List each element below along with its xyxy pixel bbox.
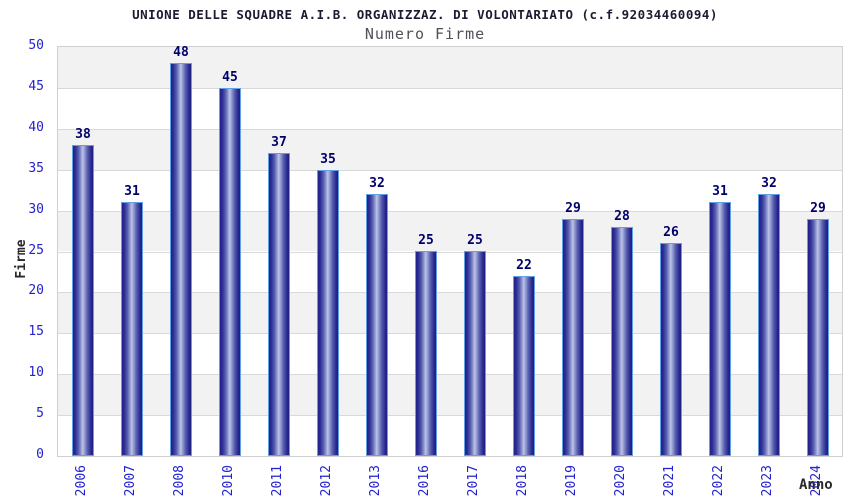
bar	[121, 202, 143, 456]
y-tick-label: 5	[36, 406, 44, 421]
bar-value-label: 25	[467, 233, 483, 248]
x-tick-label: 2016	[417, 465, 432, 497]
bar	[709, 202, 731, 456]
gridline	[58, 129, 842, 130]
bar	[366, 194, 388, 456]
y-tick-label: 10	[28, 365, 44, 380]
x-axis-title: Anno	[799, 477, 833, 493]
x-tick-label: 2019	[564, 465, 579, 497]
bar-value-label: 45	[222, 70, 238, 85]
chart-title: UNIONE DELLE SQUADRE A.I.B. ORGANIZZAZ. …	[132, 7, 718, 22]
y-tick-label: 0	[36, 447, 44, 462]
x-tick-label: 2023	[760, 465, 775, 497]
x-tick-label: 2012	[319, 465, 334, 497]
bar-value-label: 29	[565, 201, 581, 216]
y-tick-label: 45	[28, 79, 44, 94]
gridline	[58, 211, 842, 212]
gridline	[58, 292, 842, 293]
x-tick-label: 2018	[515, 465, 530, 497]
x-tick-label: 2010	[221, 465, 236, 497]
bar	[660, 243, 682, 456]
x-tick-label: 2006	[74, 465, 89, 497]
y-tick-label: 20	[28, 283, 44, 298]
x-tick-label: 2017	[466, 465, 481, 497]
gridline	[58, 333, 842, 334]
y-tick-label: 50	[28, 38, 44, 53]
chart-subtitle: Numero Firme	[364, 25, 486, 43]
bar-value-label: 26	[663, 225, 679, 240]
bar-value-label: 28	[614, 209, 630, 224]
x-tick-label: 2021	[662, 465, 677, 497]
gridline	[58, 415, 842, 416]
bar-value-label: 37	[271, 135, 287, 150]
x-tick-label: 2020	[613, 465, 628, 497]
bar-value-label: 31	[124, 184, 140, 199]
y-tick-label: 35	[28, 161, 44, 176]
bar	[317, 170, 339, 456]
bar-value-label: 35	[320, 152, 336, 167]
bar	[219, 88, 241, 456]
bar-value-label: 25	[418, 233, 434, 248]
x-tick-label: 2008	[172, 465, 187, 497]
bar	[611, 227, 633, 456]
x-tick-label: 2022	[711, 465, 726, 497]
bar	[807, 219, 829, 456]
gridline	[58, 170, 842, 171]
gridline	[58, 88, 842, 89]
bar-value-label: 32	[369, 176, 385, 191]
bar-value-label: 31	[712, 184, 728, 199]
bar-value-label: 48	[173, 45, 189, 60]
bar-value-label: 38	[75, 127, 91, 142]
bar-value-label: 32	[761, 176, 777, 191]
x-tick-label: 2007	[123, 465, 138, 497]
x-tick-label: 2011	[270, 465, 285, 497]
bar	[268, 153, 290, 456]
bar-value-label: 29	[810, 201, 826, 216]
bar	[72, 145, 94, 456]
x-tick-label: 2013	[368, 465, 383, 497]
y-tick-label: 40	[28, 120, 44, 135]
y-tick-label: 25	[28, 243, 44, 258]
bar	[513, 276, 535, 456]
bar	[562, 219, 584, 456]
bar	[415, 251, 437, 456]
bar	[758, 194, 780, 456]
y-tick-label: 15	[28, 324, 44, 339]
bar	[464, 251, 486, 456]
bar-value-label: 22	[516, 258, 532, 273]
bar	[170, 63, 192, 456]
plot-area: 38 31 48 45 37 35 32 25 25 22 29 28 26 31 32 29	[57, 45, 843, 457]
gridline	[58, 252, 842, 253]
gridline	[58, 374, 842, 375]
y-tick-label: 30	[28, 202, 44, 217]
